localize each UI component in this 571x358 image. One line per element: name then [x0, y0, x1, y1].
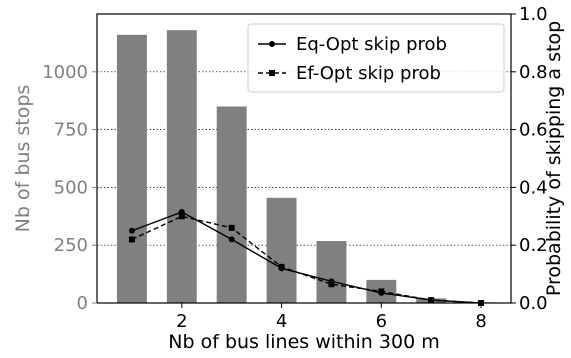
x-axis-label: Nb of bus lines within 300 m	[168, 331, 439, 353]
data-point	[128, 227, 135, 234]
data-point	[378, 288, 385, 295]
right-axis-ticks: 0.0 0.2 0.4 0.6 0.8 1.0	[511, 4, 548, 314]
legend-entries: Eq-Opt skip prob Ef-Opt skip prob	[258, 34, 447, 84]
left-axis-label: Nb of bus stops	[12, 85, 34, 233]
series-line	[131, 215, 482, 304]
legend-marker	[269, 41, 275, 47]
right-tick-label: 0.2	[519, 235, 548, 256]
data-point	[278, 263, 285, 270]
data-point	[228, 224, 235, 231]
left-tick-label: 250	[54, 235, 88, 256]
legend-label: Ef-Opt skip prob	[296, 63, 441, 84]
bars	[116, 30, 497, 304]
legend: Eq-Opt skip prob Ef-Opt skip prob	[247, 23, 505, 93]
right-tick-label: 0.4	[519, 177, 548, 198]
x-tick-label: 6	[376, 311, 387, 332]
x-tick-label: 8	[475, 311, 486, 332]
left-tick-label: 500	[54, 177, 88, 198]
data-point	[328, 281, 335, 288]
right-tick-label: 0.6	[519, 120, 548, 141]
x-axis-ticks: 2 4 6 8	[176, 303, 487, 332]
legend-label: Eq-Opt skip prob	[296, 34, 447, 55]
bar	[166, 30, 197, 304]
x-tick-label: 2	[176, 311, 187, 332]
bar	[266, 197, 297, 303]
plot-frame	[96, 13, 512, 304]
right-tick-label: 0.8	[519, 62, 548, 83]
data-point	[428, 297, 435, 304]
data-point	[178, 213, 185, 220]
legend-box	[247, 23, 505, 93]
bar	[216, 106, 247, 303]
right-tick-label: 1.0	[519, 4, 548, 25]
grid-lines	[97, 71, 511, 246]
left-axis-ticks: 0 250 500 750 1000	[42, 62, 97, 314]
right-axis-label: Probability of skipping a stop	[543, 21, 565, 296]
series-lines	[128, 208, 485, 306]
right-tick-label: 0.0	[519, 293, 548, 314]
data-point	[228, 236, 235, 243]
bar	[116, 34, 147, 304]
left-tick-label: 0	[77, 293, 88, 314]
x-tick-label: 4	[276, 311, 287, 332]
left-tick-label: 750	[54, 120, 88, 141]
data-point	[128, 236, 135, 243]
legend-marker	[269, 70, 275, 76]
bar	[316, 241, 347, 303]
left-tick-label: 1000	[42, 62, 88, 83]
